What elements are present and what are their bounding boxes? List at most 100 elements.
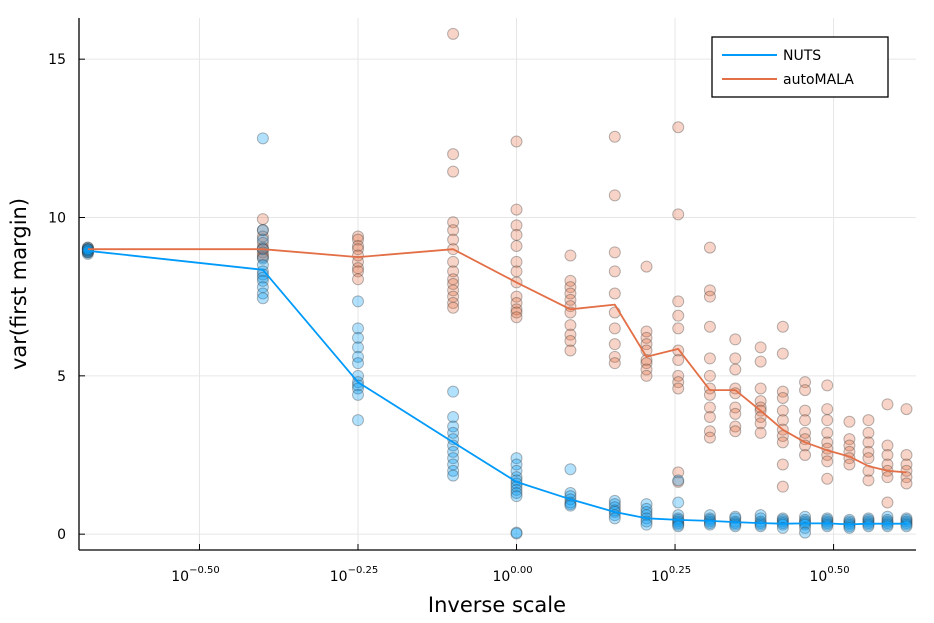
point-automala [881,398,894,411]
point-automala [862,414,875,427]
point-nuts [672,515,685,528]
point-automala [776,392,789,404]
x-tick-label: 100.25 [651,565,691,585]
point-nuts [352,350,364,363]
point-automala [447,290,460,303]
point-automala [900,477,913,490]
y-tick-label: 0 [57,527,66,543]
point-automala [510,297,523,309]
point-nuts [447,411,460,423]
point-nuts [256,287,269,300]
point-automala [703,369,716,382]
point-nuts [352,295,364,308]
point-nuts [608,494,621,507]
point-nuts [352,331,364,344]
point-automala [754,341,767,354]
point-automala [447,255,460,268]
point-nuts [799,521,812,534]
point-automala [754,426,767,439]
point-automala [447,233,460,246]
point-automala [510,228,523,241]
point-automala [776,385,789,398]
point-automala [447,284,460,297]
point-automala [703,352,716,365]
point-automala [510,311,523,324]
point-automala [256,230,269,243]
point-automala [640,338,653,351]
point-automala [672,295,685,308]
line-automala [87,248,907,474]
point-automala [843,433,856,446]
point-automala [900,403,913,416]
point-automala [821,379,834,392]
point-nuts [776,518,789,531]
point-nuts [447,385,460,398]
point-automala [862,452,875,465]
point-nuts [821,520,834,533]
point-automala [510,219,523,232]
point-automala [608,189,621,202]
point-automala [729,363,742,376]
point-automala [799,426,812,439]
point-nuts [447,452,460,465]
legend-automala-label: autoMALA [783,72,854,88]
point-automala [447,297,460,309]
point-automala [754,401,767,414]
point-nuts [881,510,894,523]
point-automala [352,230,364,243]
point-nuts [510,527,523,540]
point-automala [608,350,621,363]
point-automala [608,338,621,351]
x-tick-label: 10−0.25 [330,565,378,585]
point-nuts [81,244,94,257]
point-automala [799,384,812,397]
point-automala [799,404,812,417]
point-nuts [256,274,269,287]
point-nuts [510,483,523,496]
point-nuts [900,520,913,533]
point-automala [703,241,716,254]
point-automala [608,265,621,278]
point-automala [729,425,742,438]
point-nuts [900,518,913,531]
point-automala [729,352,742,365]
point-automala [640,363,653,376]
point-nuts [881,518,894,531]
point-nuts [510,452,523,465]
point-automala [672,121,685,134]
point-nuts [352,322,364,335]
point-nuts [352,341,364,354]
point-automala [821,472,834,485]
point-nuts [843,517,856,530]
point-nuts [754,515,767,528]
tick-labels: 10−0.50 10−0.25 100.00 100.25 100.50 0 5 10 15 [48,52,849,585]
point-automala [703,411,716,423]
point-nuts [352,414,364,427]
y-tick-label: 15 [48,52,66,68]
point-automala [608,130,621,143]
y-axis-title: var(first margin) [7,198,31,370]
point-automala [510,290,523,303]
point-nuts [564,499,577,512]
point-nuts [881,513,894,526]
point-automala [564,335,577,347]
point-automala [729,407,742,420]
point-automala [776,414,789,427]
point-automala [256,224,269,237]
point-nuts [799,526,812,539]
point-automala [799,414,812,427]
point-automala [862,426,875,439]
point-nuts [352,388,364,401]
point-automala [640,369,653,382]
point-automala [672,354,685,366]
point-nuts [640,502,653,515]
point-nuts [510,464,523,477]
point-automala [900,464,913,477]
point-automala [352,262,364,275]
point-automala [821,403,834,416]
point-nuts [256,132,269,145]
point-nuts [900,513,913,526]
point-automala [640,325,653,338]
point-automala [447,165,460,178]
point-automala [510,203,523,216]
